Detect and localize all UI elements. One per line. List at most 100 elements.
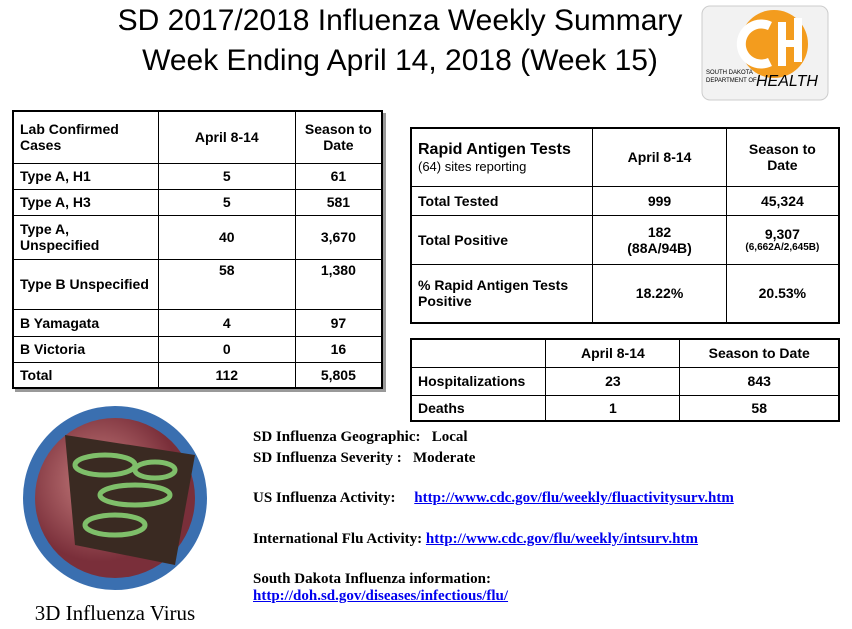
title-line: SD 2017/2018 Influenza Weekly Summary [117,4,683,37]
cell-text: April 8-14 [580,345,645,362]
table-cell: 999 [592,185,727,216]
table-cell: 112 [157,361,296,389]
cell-text: 5,805 [320,366,356,383]
table-cell: 9,307 (6,662A/2,645B) [725,214,840,265]
cell-text: B Victoria [20,341,86,357]
cell-text: 581 [326,194,351,210]
table-cell: Season to Date [294,110,383,164]
cell-text: (6,662A/2,645B) [745,242,820,253]
logo: SOUTH DAKOTA DEPARTMENT OF HEALTH [701,5,829,101]
cell-text: Total Positive [418,231,508,248]
table-cell: 5 [157,188,296,216]
cell-text: 97 [330,314,347,331]
table-cell: 843 [679,366,840,396]
info-value: Local [431,429,468,445]
table-row: Total Tested 999 45,324 [410,185,840,216]
table-row: Total 112 5,805 [12,361,383,389]
table-cell: 45,324 [725,185,840,216]
cell-text: 112 [215,366,239,383]
table-cell: 58 [157,258,296,310]
cell-text: (64) sites reporting [418,158,527,174]
rna [132,459,178,481]
logo-text: HEALTH [756,73,818,90]
table-cell: Season to Date [679,338,840,368]
lab-table: Lab Confirmed Cases April 8-14 Season to D… [12,110,383,389]
cell-text: Season to Date [304,121,372,154]
cell-text: Rapid Antigen Tests [418,140,571,158]
info-line: South Dakota Influenza information: http:… [253,571,508,605]
rna [97,482,173,508]
cell-text: Type A, H3 [20,194,91,210]
cell-text: Season to Date [708,345,810,362]
table-row: Lab Confirmed Cases April 8-14 Season to D… [12,110,383,164]
cell-text: Type B Unspecified [20,276,149,292]
table-cell: April 8-14 [157,110,296,164]
cell-text: 999 [647,192,672,209]
cell-text: 5 [222,194,231,210]
table-cell: Total Tested [410,185,594,216]
info-link[interactable]: http://doh.sd.gov/diseases/infectious/fl… [253,588,509,604]
cell-text: Lab Confirmed Cases [20,121,119,154]
info-label: South Dakota Influenza information: [253,571,491,587]
table-cell: 4 [157,308,296,337]
cell-text: B Yamagata [20,314,100,331]
table-row: B Victoria 0 16 [12,335,383,363]
table-cell: Total Positive [410,214,594,265]
table-cell: 18.22% [592,263,727,324]
cell-text: 1 [608,399,617,416]
table-cell: Type B Unspecified [12,258,159,310]
info-label: US Influenza Activity: [253,490,396,506]
cell-text: Type A, Unspecified [20,221,100,253]
table-cell: Type A, Unspecified [12,214,159,260]
info-label: International Flu Activity: [253,531,423,547]
logo-c [736,19,772,69]
table-cell: 0 [157,335,296,363]
table-cell: 61 [294,162,383,190]
cell-text: 40 [219,229,235,245]
table-row: Type A, Unspecified 40 3,670 [12,214,383,260]
table-cell: 182 (88A/94B) [592,214,727,265]
table-cell: % Rapid Antigen Tests Positive [410,263,594,324]
table-row: Type B Unspecified 58 1,380 [12,258,383,310]
info-link[interactable]: http://www.cdc.gov/flu/weekly/fluactivit… [414,490,734,506]
cell-text: 4 [222,314,231,331]
table-row: Deaths 1 58 [410,394,840,422]
title-line: Week Ending April 14, 2018 (Week 15) [142,44,658,77]
info-line: SD Influenza Geographic: Local [253,429,468,446]
cell-text: 20.53% [758,285,807,302]
rna [82,512,148,538]
cell-text: Hospitalizations [418,373,526,389]
table-cell: 3,670 [294,214,383,260]
table-cell: Season to Date [725,127,840,187]
cell-text: Total Tested [418,192,499,209]
info-line: International Flu Activity: http://www.c… [253,531,698,548]
rapid-table: Rapid Antigen Tests (64) sites reporting A… [410,127,840,324]
table-cell: Type A, H1 [12,162,159,190]
table-cell: B Yamagata [12,308,159,337]
table-cell: 581 [294,188,383,216]
info-value: Moderate [413,450,476,466]
table-cell: 23 [545,366,681,396]
cell-text: 843 [747,373,771,389]
table-row: Hospitalizations 23 843 [410,366,840,396]
table-cell: April 8-14 [592,127,727,187]
table-cell: Hospitalizations [410,366,547,396]
table-row: April 8-14 Season to Date [410,338,840,368]
table-cell: April 8-14 [545,338,681,368]
info-label: SD Influenza Geographic: [253,429,421,445]
table-cell: 1 [545,394,681,422]
logo-h [778,40,802,47]
cell-text: Type A, H1 [20,168,91,184]
cell-text: Season to Date [748,141,816,174]
logo-text: SOUTH DAKOTA [706,70,753,76]
cell-text: 58 [219,261,235,278]
cell-text: April 8-14 [627,149,692,166]
virus-image [23,406,207,590]
info-line: US Influenza Activity: http://www.cdc.go… [253,490,734,507]
table-cell: 5 [157,162,296,190]
cell-text: 58 [751,399,767,416]
info-label: SD Influenza Severity : [253,450,402,466]
info-link[interactable]: http://www.cdc.gov/flu/weekly/intsurv.ht… [425,531,699,547]
table-cell: Deaths [410,394,547,422]
